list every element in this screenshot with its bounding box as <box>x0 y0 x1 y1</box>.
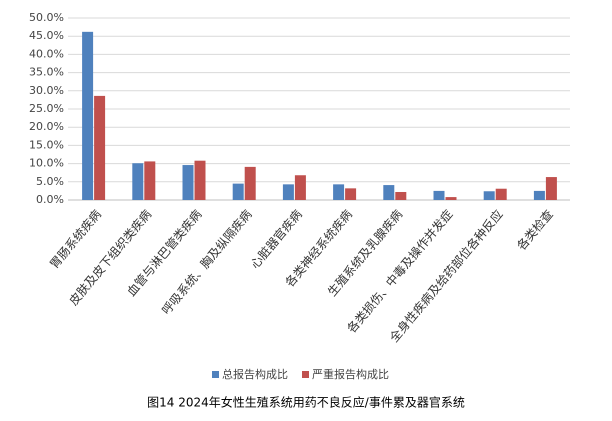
bar <box>345 188 357 200</box>
bar <box>483 191 495 200</box>
y-tick-label: 40.0% <box>29 47 64 60</box>
x-tick-label: 皮肤及皮下组织类疾病 <box>66 207 155 309</box>
bar <box>294 175 306 200</box>
bar <box>282 184 294 200</box>
bar <box>445 197 457 200</box>
legend-swatch <box>302 371 309 378</box>
bar <box>244 166 256 200</box>
y-tick-label: 15.0% <box>29 138 64 151</box>
x-tick-label: 胃肠系统疾病 <box>46 207 104 272</box>
y-tick-label: 0.0% <box>36 193 64 206</box>
bar <box>383 185 395 200</box>
bar <box>433 190 445 200</box>
bar <box>82 31 94 200</box>
bar <box>232 183 244 200</box>
bar <box>94 95 106 200</box>
y-tick-label: 20.0% <box>29 120 64 133</box>
bar <box>194 160 206 200</box>
legend-label: 总报告构成比 <box>222 367 288 381</box>
chart-title: 图14 2024年女性生殖系统用药不良反应/事件累及器官系统 <box>147 395 465 410</box>
bar <box>333 184 345 200</box>
bar <box>545 177 557 200</box>
x-tick-label: 呼吸系统、胸及纵隔疾病 <box>158 207 254 318</box>
bar <box>395 191 407 200</box>
y-tick-label: 25.0% <box>29 102 64 115</box>
y-tick-label: 45.0% <box>29 29 64 42</box>
y-tick-label: 50.0% <box>29 11 64 24</box>
x-tick-label: 各类损伤、中毒及操作并发症 <box>344 207 456 336</box>
legend-swatch <box>212 371 219 378</box>
bar <box>182 165 194 200</box>
bar <box>144 161 156 200</box>
legend-label: 严重报告构成比 <box>312 367 389 381</box>
y-tick-label: 35.0% <box>29 66 64 79</box>
bar <box>495 188 507 200</box>
x-tick-label: 心脏器官疾病 <box>247 207 305 272</box>
y-tick-label: 30.0% <box>29 84 64 97</box>
bar <box>132 163 144 200</box>
x-tick-label: 各类检查 <box>514 207 556 253</box>
bar <box>533 190 545 200</box>
y-tick-label: 10.0% <box>29 157 64 170</box>
y-tick-label: 5.0% <box>36 175 64 188</box>
